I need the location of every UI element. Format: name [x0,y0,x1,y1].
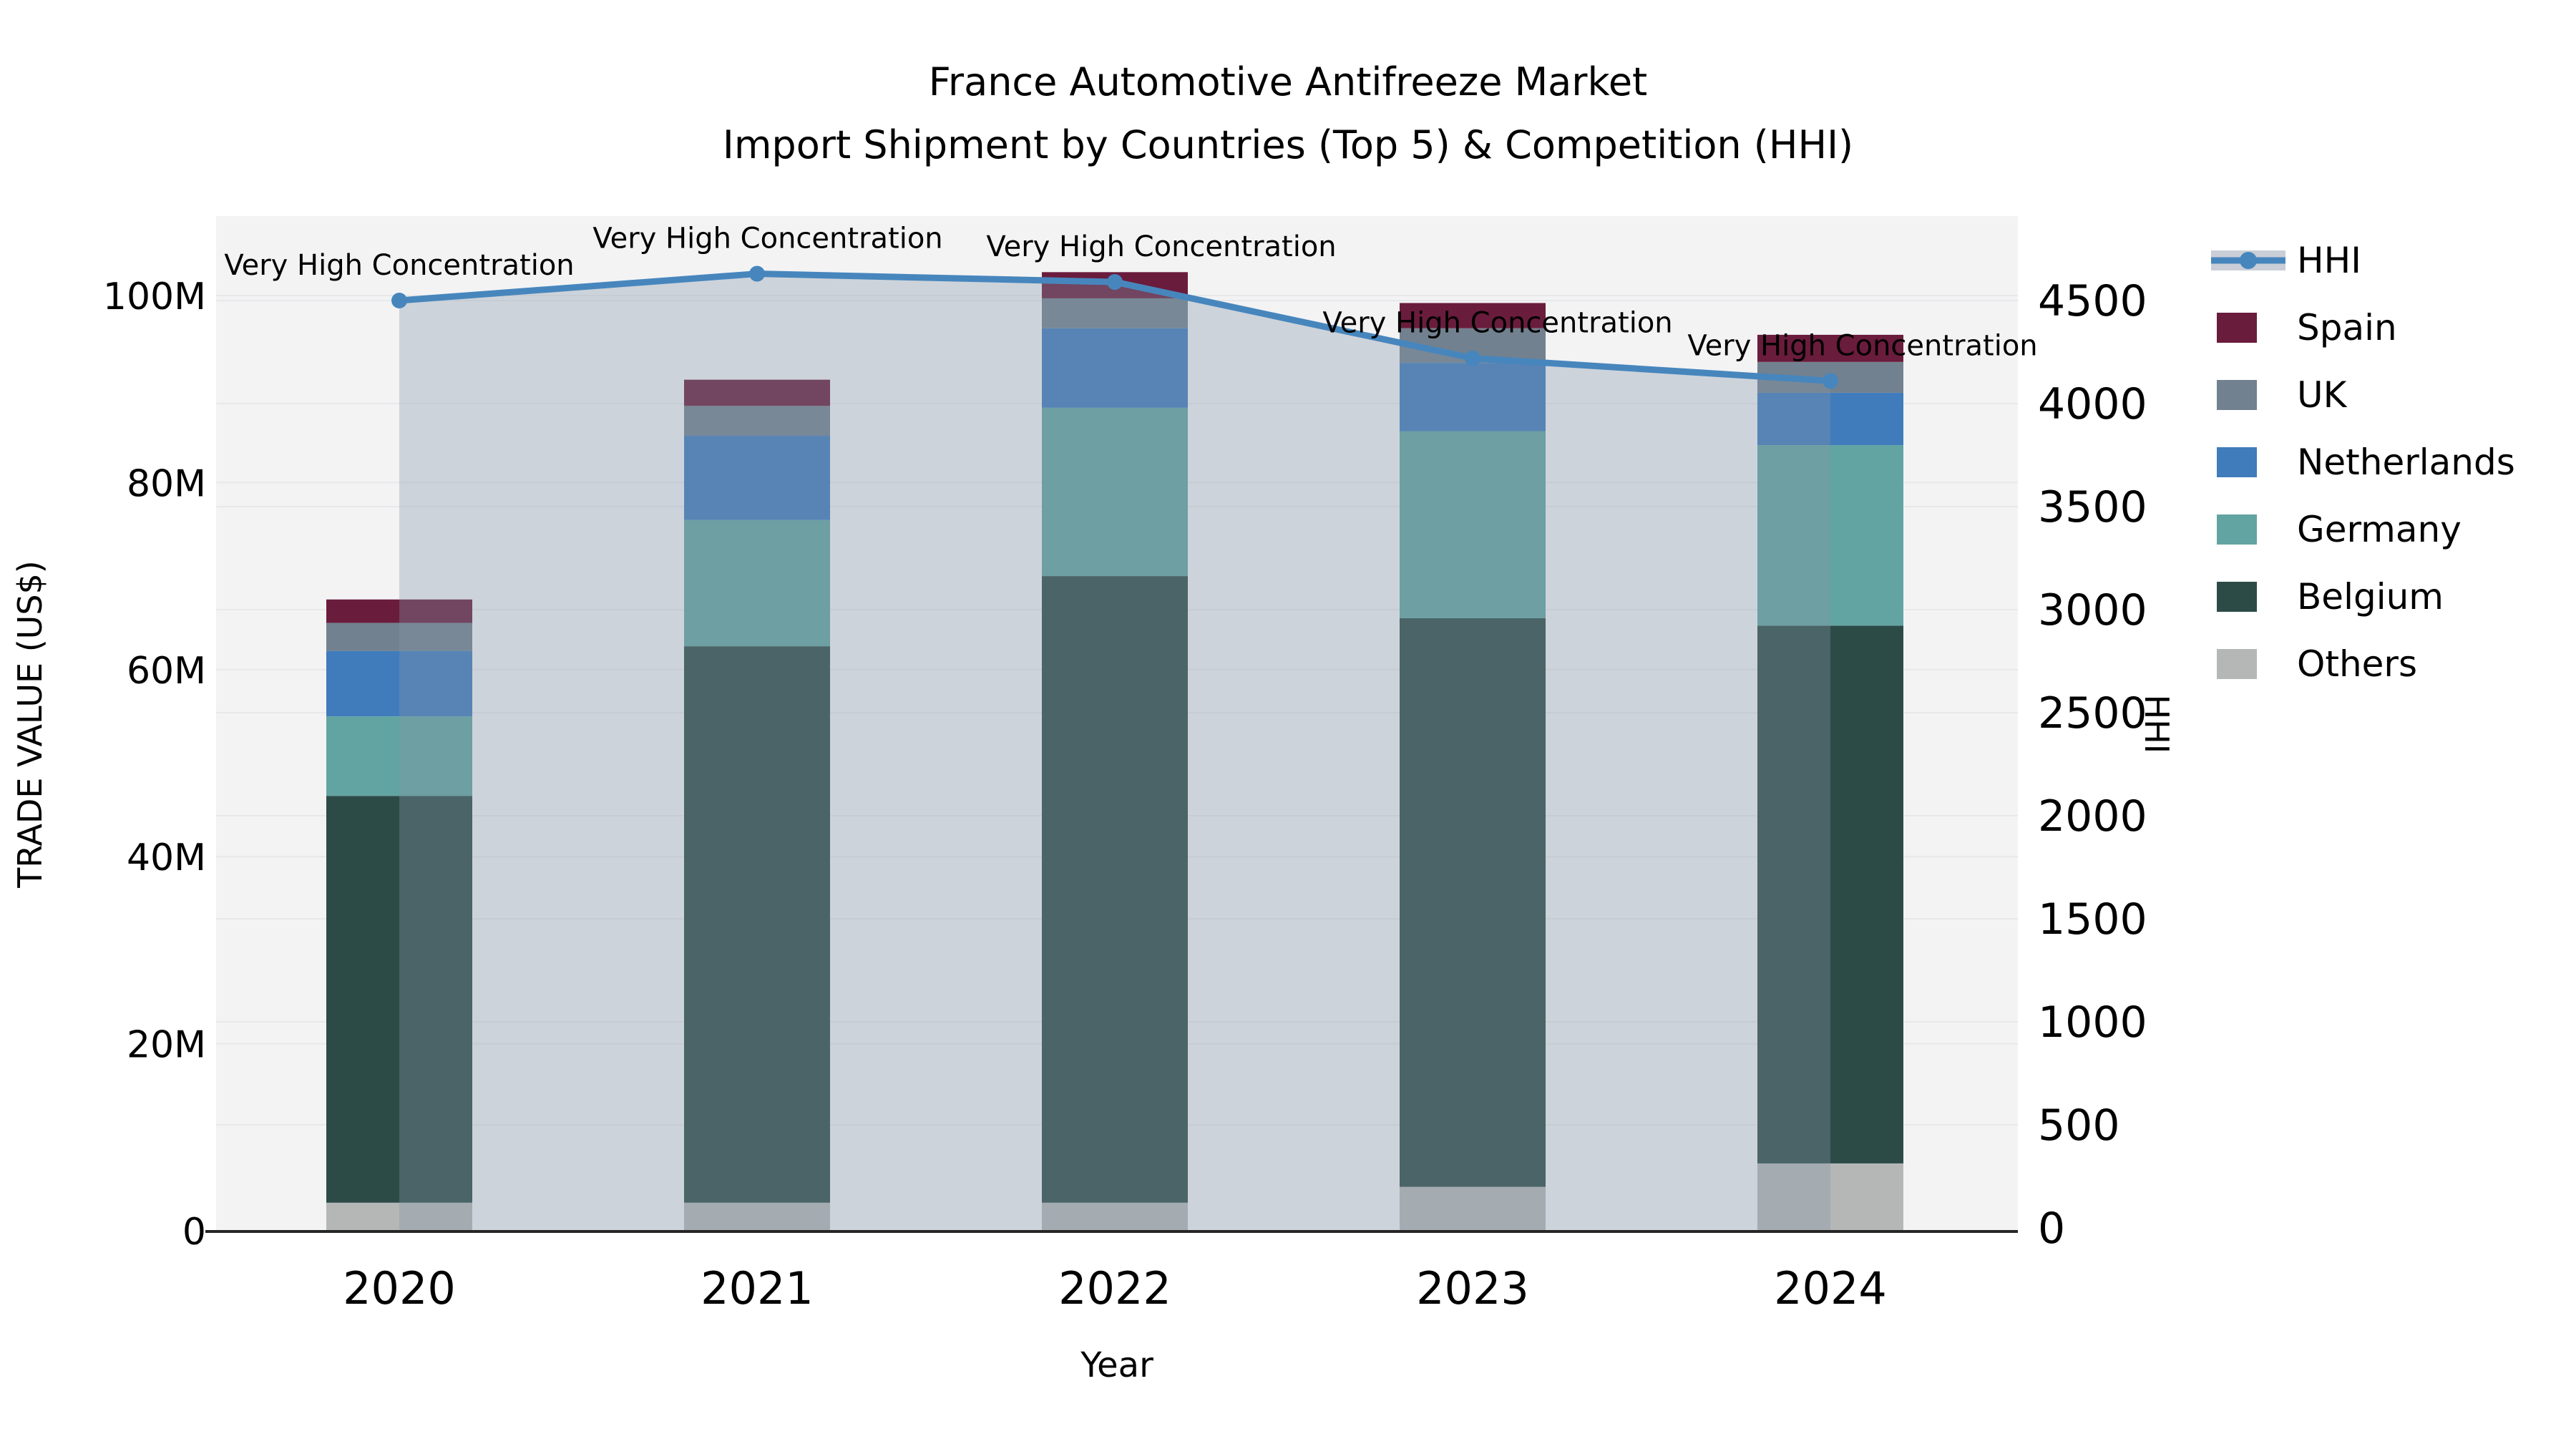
right-tick-label: 1000 [2038,997,2147,1048]
legend-label-uk: UK [2297,374,2348,416]
left-tick-label: 80M [127,462,206,505]
bar-segment-germany-2021 [684,519,830,647]
bar-segment-germany-2022 [1042,407,1188,577]
legend-swatch-others [2217,649,2257,679]
right-tick-label: 4500 [2038,276,2147,326]
legend-label-germany: Germany [2297,509,2462,550]
left-tick-label: 0 [182,1211,206,1254]
bar-segment-netherlands-2024 [1757,392,1903,446]
bar-segment-netherlands-2020 [326,650,472,717]
bar-segment-others-2021 [684,1202,830,1231]
legend-label-netherlands: Netherlands [2297,441,2515,483]
legend-hhi-marker [2240,252,2257,269]
left-tick-label: 20M [127,1024,206,1067]
left-tick-label: 40M [127,836,206,879]
hhi-point-2024 [1823,373,1838,389]
bar-segment-germany-2020 [326,716,472,796]
left-tick-label: 100M [103,275,206,318]
bar-segment-belgium-2020 [326,796,472,1203]
bar-segment-others-2024 [1757,1163,1903,1231]
hhi-point-2021 [749,265,765,282]
bar-segment-spain-2020 [326,599,472,623]
bar-segment-netherlands-2022 [1042,328,1188,408]
legend-swatch-spain [2217,313,2257,343]
right-tick-label: 0 [2038,1204,2065,1254]
x-tick-label: 2021 [701,1262,814,1314]
legend-swatch-netherlands [2217,447,2257,477]
bar-segment-others-2020 [326,1202,472,1231]
hhi-point-2023 [1465,350,1480,366]
annotation-2020: Very High Concentration [224,249,574,282]
right-tick-label: 2000 [2038,791,2147,841]
bar-segment-spain-2021 [684,379,830,406]
chart-title-line2: Import Shipment by Countries (Top 5) & C… [722,122,1854,167]
bar-segment-belgium-2021 [684,646,830,1203]
bar-segment-spain-2023 [1400,303,1546,328]
legend-swatch-uk [2217,380,2257,410]
left-tick-label: 60M [127,650,206,693]
legend-label-spain: Spain [2297,307,2397,348]
legend-label-belgium: Belgium [2297,576,2444,618]
bar-segment-others-2022 [1042,1202,1188,1231]
chart-title: France Automotive Antifreeze Market Impo… [0,63,2576,165]
bar-segment-uk-2022 [1042,298,1188,328]
bar-segment-germany-2024 [1757,445,1903,626]
bar-segment-others-2023 [1400,1186,1546,1231]
bar-segment-belgium-2024 [1757,625,1903,1163]
right-tick-label: 2500 [2038,688,2147,738]
right-tick-label: 500 [2038,1101,2120,1151]
annotation-2024: Very High Concentration [1687,329,2037,362]
legend-label-hhi: HHI [2297,240,2361,281]
bar-segment-belgium-2022 [1042,576,1188,1203]
bar-segment-netherlands-2021 [684,436,830,520]
bar-segment-belgium-2023 [1400,618,1546,1187]
legend-swatch-belgium [2217,582,2257,612]
bar-segment-uk-2020 [326,623,472,651]
legend-label-others: Others [2297,643,2417,685]
bar-segment-spain-2024 [1757,334,1903,362]
bar-segment-netherlands-2023 [1400,363,1546,431]
x-tick-label: 2023 [1416,1262,1529,1314]
x-axis-title: Year [1080,1345,1153,1385]
chart-title-line1: France Automotive Antifreeze Market [928,59,1648,104]
annotation-2023: Very High Concentration [1322,307,1672,340]
right-tick-label: 4000 [2038,379,2147,429]
bar-segment-uk-2021 [684,406,830,436]
hhi-point-2020 [391,293,407,308]
right-tick-label: 3500 [2038,482,2147,532]
hhi-point-2022 [1107,274,1123,291]
bar-segment-germany-2023 [1400,431,1546,618]
hhi-area-fill [399,273,1830,1231]
right-tick-label: 3000 [2038,585,2147,635]
x-tick-label: 2024 [1774,1262,1887,1314]
x-tick-label: 2020 [343,1262,456,1314]
legend-swatch-germany [2217,514,2257,545]
annotation-2021: Very High Concentration [592,223,942,255]
x-tick-label: 2022 [1058,1262,1171,1314]
right-tick-label: 1500 [2038,894,2147,945]
annotation-2022: Very High Concentration [986,230,1336,263]
